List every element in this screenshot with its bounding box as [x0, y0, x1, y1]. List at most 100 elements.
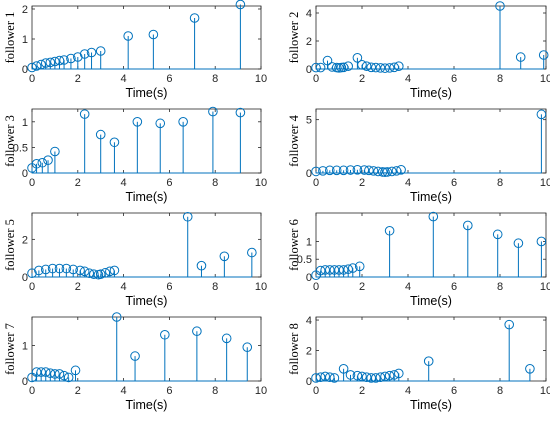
stem-marker	[59, 370, 69, 381]
stem-marker	[86, 47, 97, 58]
stem-marker	[111, 312, 122, 322]
stem-marker	[221, 333, 232, 344]
y-tick-label: 2	[306, 346, 312, 358]
stem-marker	[109, 137, 120, 148]
subplot-7: 0 2 4 6 8 10 0 1 Time(s) follower 7	[3, 312, 267, 412]
x-tick-label: 2	[75, 385, 81, 397]
stem-marker	[61, 263, 72, 274]
x-tick-label: 10	[540, 177, 550, 189]
stem-marker	[320, 371, 331, 382]
stem-marker	[155, 118, 166, 129]
x-tick-label: 8	[497, 385, 503, 397]
stem-marker	[354, 261, 365, 272]
y-axis-label: follower 4	[287, 114, 301, 166]
stem-marker	[345, 165, 356, 175]
x-tick-label: 10	[255, 177, 267, 189]
stem-marker	[322, 55, 333, 66]
stem-marker	[79, 109, 90, 119]
stem-marker	[40, 264, 51, 275]
stem-marker	[384, 225, 395, 236]
stem-marker	[423, 356, 434, 366]
stem-marker	[79, 49, 90, 59]
stem-marker	[84, 268, 95, 279]
stem-marker	[109, 265, 120, 276]
stem-marker	[394, 61, 404, 71]
x-tick-label: 8	[497, 73, 503, 85]
stem-marker	[235, 0, 246, 10]
x-tick-label: 0	[313, 281, 319, 293]
y-axis-label: follower 7	[3, 323, 17, 375]
stem-marker	[148, 29, 159, 40]
stem-marker	[338, 364, 349, 374]
x-axis-label: Time(s)	[410, 294, 452, 308]
x-tick-label: 10	[255, 385, 267, 397]
y-tick-label: 0	[22, 272, 28, 284]
axes-frame	[315, 212, 547, 278]
x-tick-label: 4	[405, 177, 411, 189]
stem-marker	[178, 117, 188, 127]
y-tick-label: 0	[22, 168, 28, 180]
stem-marker	[66, 53, 76, 64]
stem-marker	[371, 62, 381, 73]
stem-marker	[525, 364, 535, 374]
y-tick-label: 2	[22, 234, 28, 246]
x-tick-label: 0	[29, 177, 35, 189]
stem-marker	[75, 265, 85, 276]
stem-marker	[394, 368, 404, 379]
stem-marker	[196, 260, 207, 271]
stem-marker	[327, 62, 337, 72]
x-tick-label: 10	[255, 281, 267, 293]
x-tick-label: 6	[451, 281, 457, 293]
y-tick-label: 2	[22, 4, 28, 16]
stem-marker	[318, 166, 328, 176]
stem-marker	[123, 31, 133, 41]
x-tick-label: 2	[75, 73, 81, 85]
x-tick-label: 10	[255, 73, 267, 85]
axes-frame	[315, 108, 547, 174]
stem-marker	[192, 326, 202, 337]
stem-marker	[428, 211, 439, 222]
y-tick-label: 0	[22, 376, 28, 388]
x-tick-label: 6	[166, 281, 172, 293]
x-axis-label: Time(s)	[126, 398, 168, 412]
stem-marker	[338, 165, 349, 176]
stem-marker	[504, 319, 515, 330]
y-tick-label: 1	[22, 34, 28, 46]
stem-marker	[40, 367, 51, 377]
y-tick-label: 0	[306, 376, 312, 388]
y-tick-label: 0	[22, 64, 28, 76]
y-tick-label: 0	[306, 272, 312, 284]
stem-marker	[515, 52, 526, 62]
x-tick-label: 4	[405, 73, 411, 85]
stem-marker	[315, 62, 326, 73]
y-tick-label: 1	[306, 236, 312, 248]
subplot-4: 0 2 4 6 8 10 0 5 Time(s) follower 4	[287, 108, 550, 204]
stem-marker	[73, 52, 83, 62]
stem-marker	[31, 158, 42, 169]
stem-marker	[373, 166, 383, 177]
x-axis-label: Time(s)	[126, 190, 168, 204]
y-tick-label: 2	[306, 36, 312, 48]
x-tick-label: 8	[212, 177, 218, 189]
stem-marker	[536, 109, 547, 120]
stem-marker	[208, 106, 218, 117]
stem-marker	[492, 229, 503, 240]
x-tick-label: 0	[29, 385, 35, 397]
stem-marker	[348, 263, 358, 273]
stem-marker	[357, 60, 367, 70]
x-tick-label: 2	[75, 177, 81, 189]
stem-marker	[79, 266, 90, 277]
stem-marker	[219, 251, 230, 262]
x-tick-label: 2	[359, 177, 365, 189]
stem-marker	[132, 117, 143, 127]
stem-marker	[54, 369, 65, 379]
x-axis-label: Time(s)	[410, 190, 452, 204]
axes-frame	[315, 316, 547, 382]
x-tick-label: 4	[121, 385, 127, 397]
stem-marker	[536, 236, 547, 247]
stem-marker	[343, 61, 354, 71]
x-tick-label: 4	[121, 281, 127, 293]
stem-marker	[396, 165, 406, 175]
